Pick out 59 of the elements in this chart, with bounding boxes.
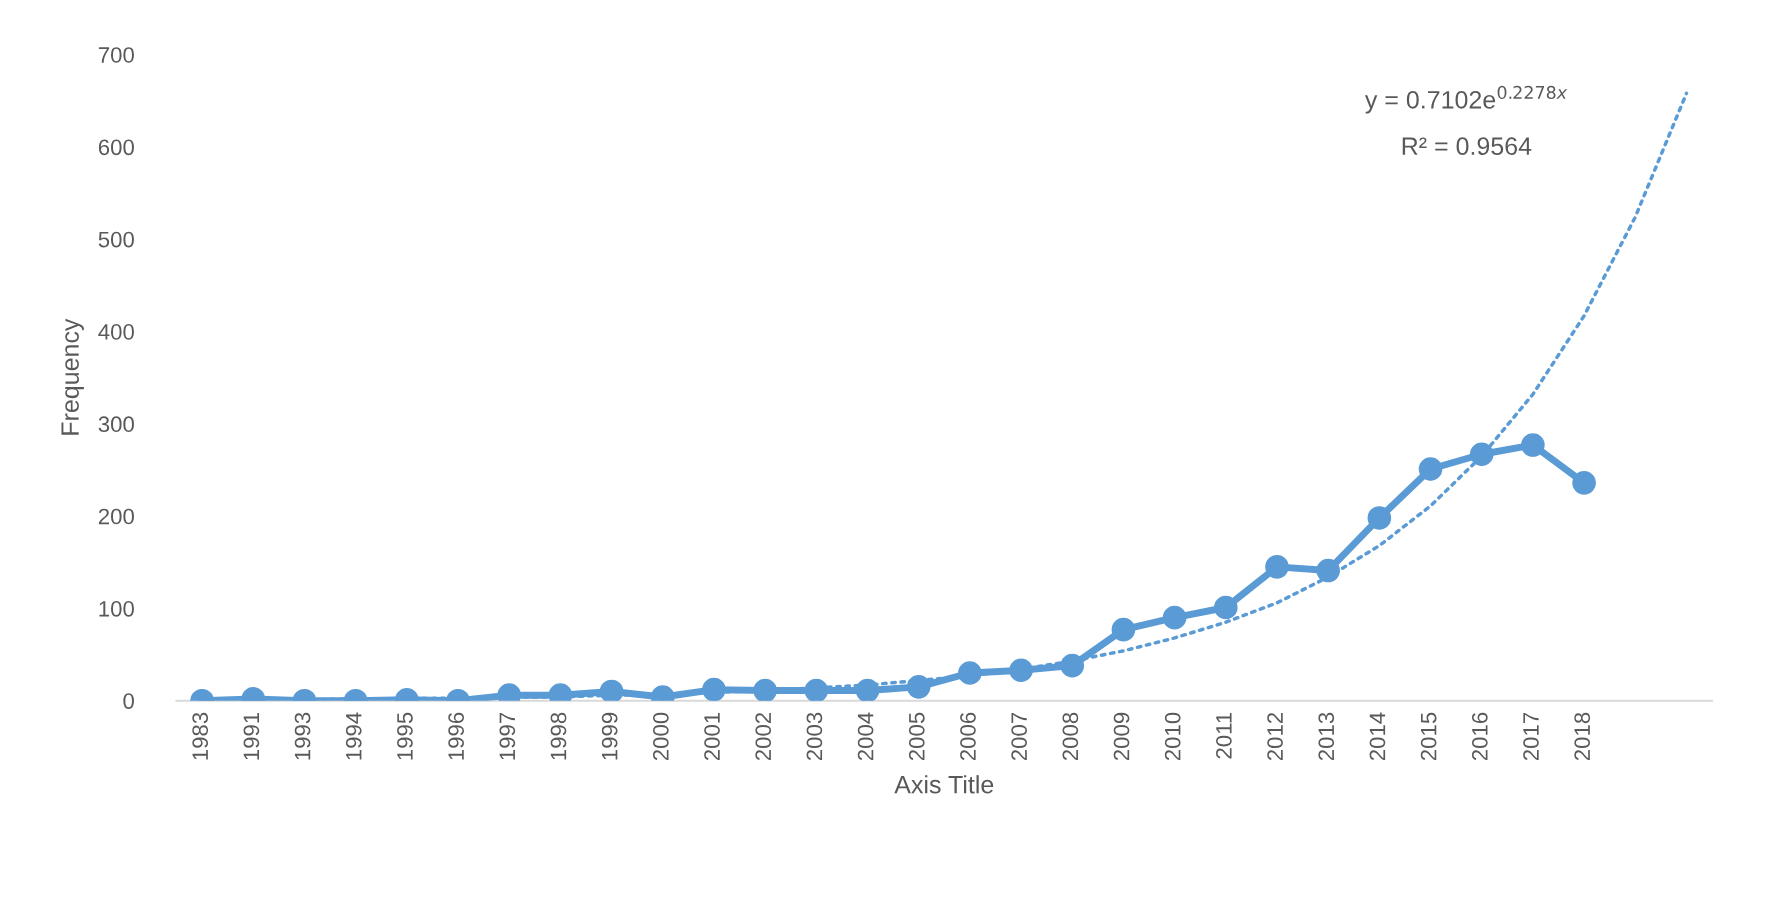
point: [855, 678, 880, 701]
point: [1060, 653, 1085, 678]
y-tick-label: 100: [99, 600, 134, 617]
x-tick-label: 2012: [1267, 712, 1283, 761]
x-tick-label: 2007: [1011, 712, 1028, 761]
x-tick-label: 1993: [294, 712, 311, 760]
x-tick-label: 2015: [1420, 712, 1437, 761]
x-tick-label: 2013: [1318, 712, 1335, 761]
point: [1521, 433, 1545, 457]
x-tick-label: 2000: [652, 712, 669, 761]
x-axis-title: Axis Title: [894, 775, 994, 794]
point: [599, 679, 624, 701]
x-tick-label: 1995: [397, 712, 413, 760]
x-tick-label: 2017: [1523, 712, 1539, 761]
x-tick-label: 2016: [1471, 712, 1488, 761]
x-tick-label: 2003: [806, 712, 823, 761]
y-tick-label: 400: [98, 324, 134, 340]
annotation: R² = 0.9564: [1402, 137, 1532, 155]
x-tick-label: 1997: [499, 712, 516, 760]
x-tick-label: 2009: [1113, 712, 1130, 761]
x-tick-label: 1991: [243, 712, 260, 760]
x-tick-label: 2006: [960, 712, 976, 761]
x-tick-label: 1996: [448, 712, 464, 760]
x-tick-label: 2001: [704, 712, 720, 761]
x-tick-label: 2004: [857, 712, 874, 761]
x-tick-label: 2002: [755, 712, 772, 761]
y-tick-label: 200: [98, 508, 134, 525]
x-tick-label: 2014: [1369, 712, 1386, 761]
point: [702, 677, 726, 701]
point: [1469, 442, 1494, 467]
x-tick-label: 2008: [1062, 712, 1079, 761]
point: [1367, 506, 1392, 530]
y-tick-label: 500: [98, 231, 134, 248]
x-tick-label: 2005: [908, 712, 925, 761]
y-axis-title: Frequency: [61, 318, 84, 435]
x-tick-label: 1983: [192, 712, 209, 760]
x-tick-label: 2011: [1216, 712, 1232, 759]
point: [1111, 617, 1136, 642]
point: [1213, 595, 1238, 620]
y-tick-label: 0: [123, 693, 134, 709]
x-tick-label: 1994: [345, 712, 362, 760]
y-tick-label: 700: [98, 47, 134, 63]
point: [1265, 555, 1289, 579]
annotation: y = 0.7102e$^{0.2278x}$: [1364, 85, 1568, 114]
y-tick-label: 300: [98, 416, 134, 433]
y-tick-label: 600: [98, 139, 134, 156]
point: [1572, 471, 1596, 495]
x-tick-label: 2018: [1574, 712, 1591, 761]
x-tick-label: 1998: [550, 712, 567, 760]
point: [753, 678, 777, 701]
point: [906, 675, 931, 699]
point: [804, 678, 829, 701]
x-tick-label: 2010: [1164, 712, 1181, 761]
point: [1316, 558, 1340, 583]
point: [1418, 457, 1443, 481]
point: [1009, 658, 1033, 683]
point: [958, 661, 982, 685]
x-tick-label: 1999: [601, 712, 618, 760]
point: [1162, 605, 1187, 630]
